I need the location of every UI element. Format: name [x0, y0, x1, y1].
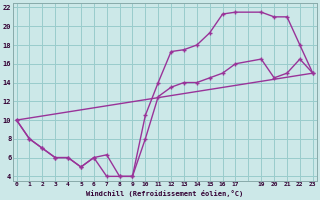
- X-axis label: Windchill (Refroidissement éolien,°C): Windchill (Refroidissement éolien,°C): [86, 190, 243, 197]
